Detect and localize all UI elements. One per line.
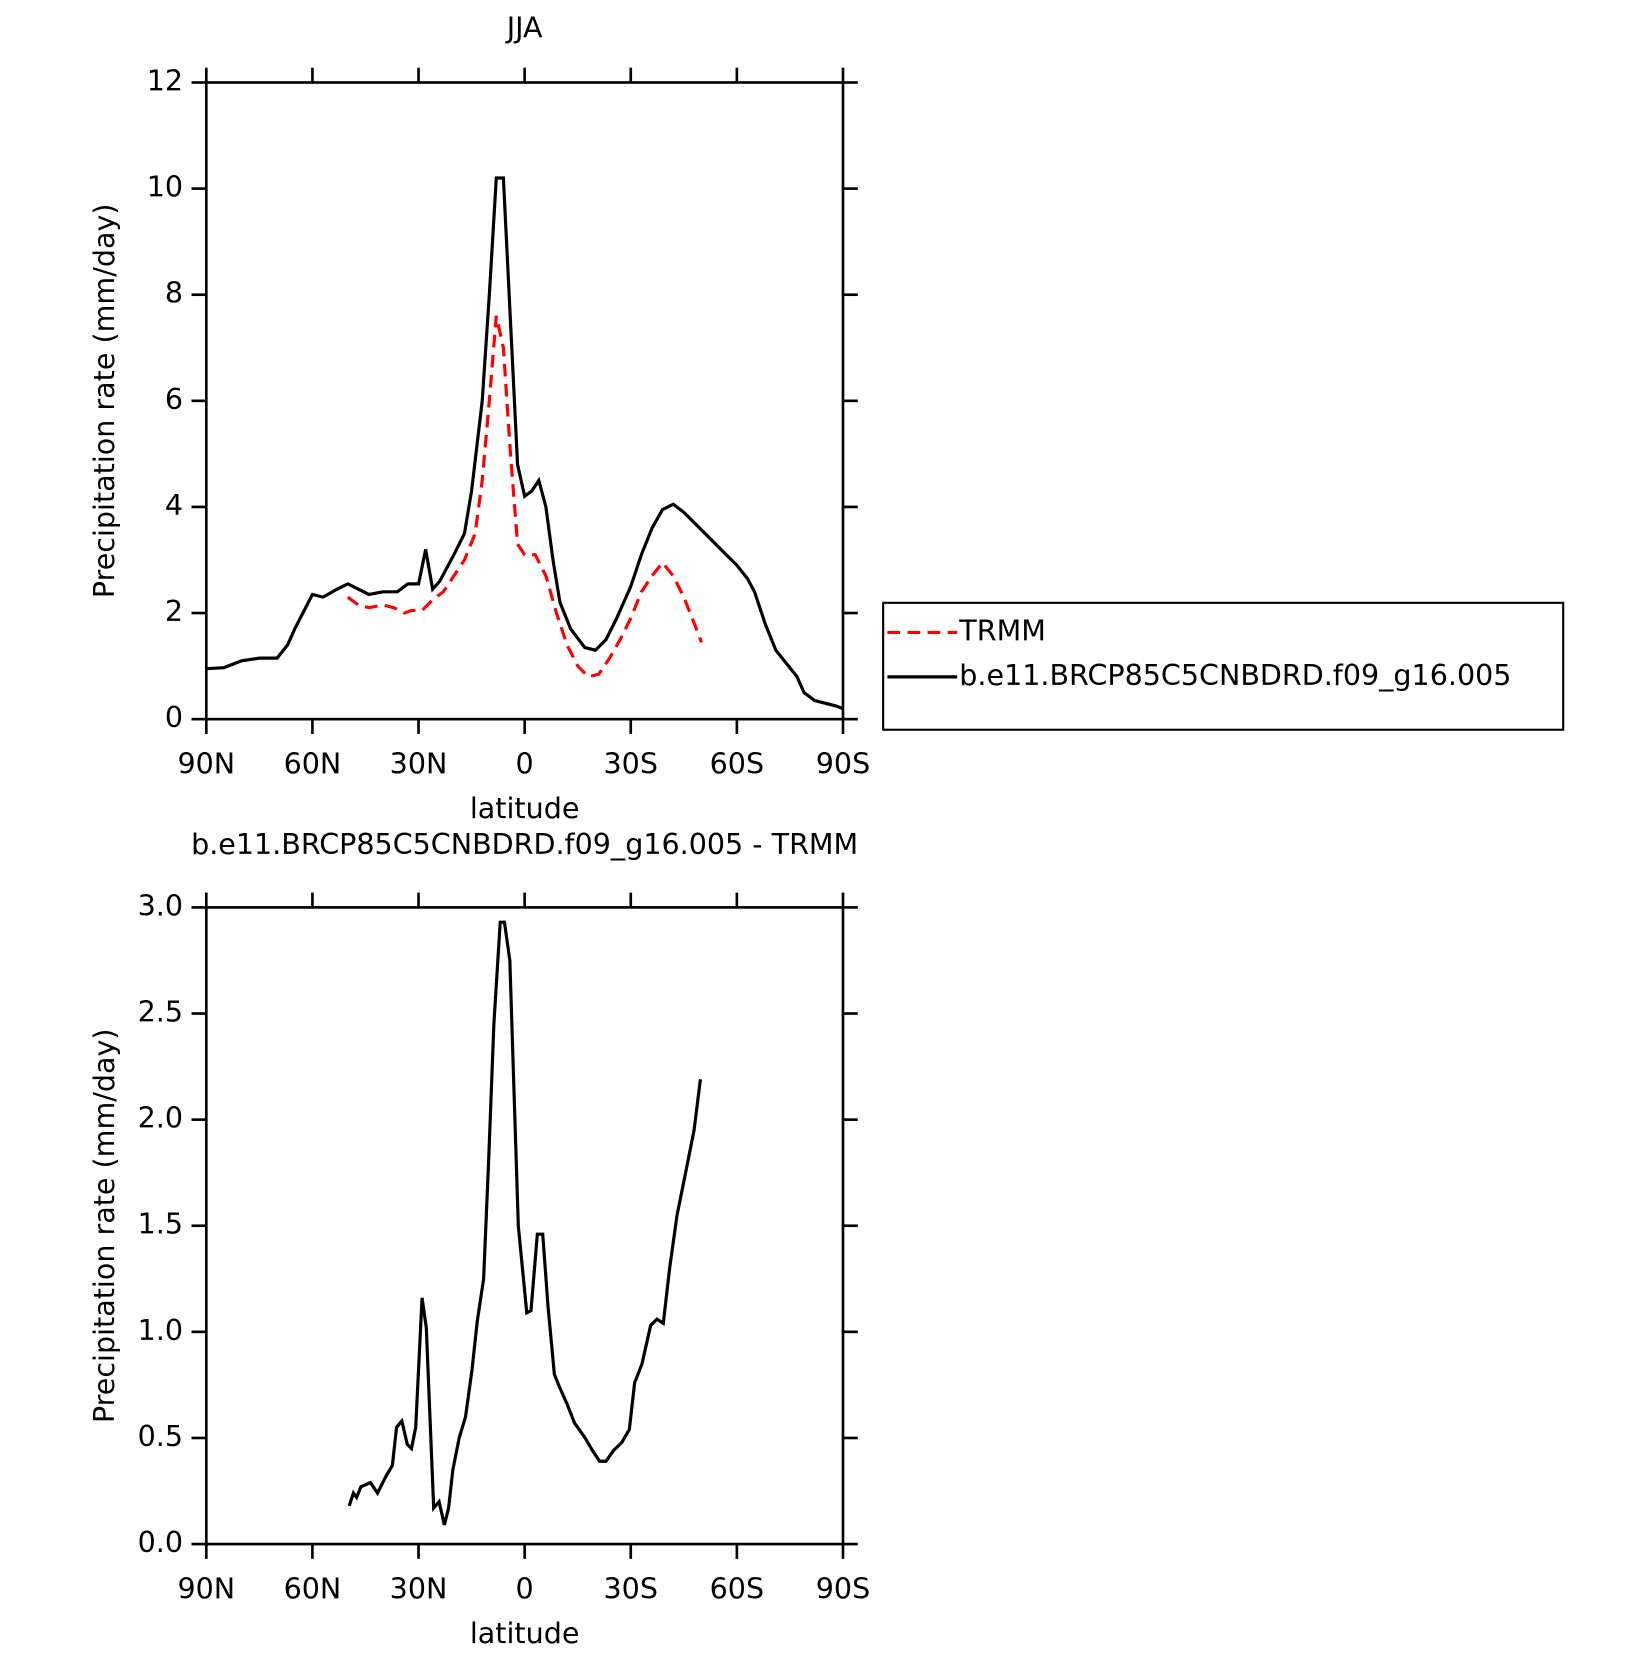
x-tick-label: 90S [816,1572,870,1606]
x-tick-label: 30S [604,1572,658,1606]
y-axis-label: Precipitation rate (mm/day) [87,1028,121,1423]
y-tick-label: 3.0 [138,888,183,922]
x-tick-label: 60N [284,747,342,781]
y-tick-label: 0.5 [138,1419,183,1453]
plot-frame [204,81,845,721]
y-tick-label: 12 [147,63,183,97]
x-axis-label: latitude [470,1616,580,1650]
legend-box [882,601,1565,731]
series-line [206,176,844,711]
x-tick-label: 90S [816,747,870,781]
y-tick-label: 2.0 [138,1101,183,1135]
y-tick-label: 2 [165,594,183,628]
x-axis-label: latitude [470,791,580,825]
x-tick-label: 90N [177,747,235,781]
y-tick-label: 0.0 [138,1525,183,1559]
y-tick-label: 8 [165,276,183,310]
x-tick-label: 90N [177,1572,235,1606]
y-axis-label: Precipitation rate (mm/day) [87,204,121,599]
x-tick-label: 60S [710,747,764,781]
x-tick-label: 0 [516,747,534,781]
x-tick-label: 60N [284,1572,342,1606]
y-tick-label: 10 [147,170,183,204]
x-tick-label: 0 [516,1572,534,1606]
legend-label: TRMM [958,613,1046,647]
series-line [346,315,703,679]
y-tick-label: 2.5 [138,995,183,1029]
x-tick-label: 30N [390,747,448,781]
y-tick-label: 1.5 [138,1207,183,1241]
legend-label: b.e11.BRCP85C5CNBDRD.f09_g16.005 [959,658,1511,692]
chart-title: JJA [505,11,543,45]
y-tick-label: 4 [165,488,183,522]
series-line [347,920,702,1526]
plot-frame [204,906,845,1546]
y-tick-label: 0 [165,700,183,734]
y-tick-label: 1.0 [138,1313,183,1347]
y-tick-label: 6 [165,382,183,416]
x-tick-label: 60S [710,1572,764,1606]
x-tick-label: 30S [604,747,658,781]
x-tick-label: 30N [390,1572,448,1606]
chart-title: b.e11.BRCP85C5CNBDRD.f09_g16.005 - TRMM [191,827,858,861]
